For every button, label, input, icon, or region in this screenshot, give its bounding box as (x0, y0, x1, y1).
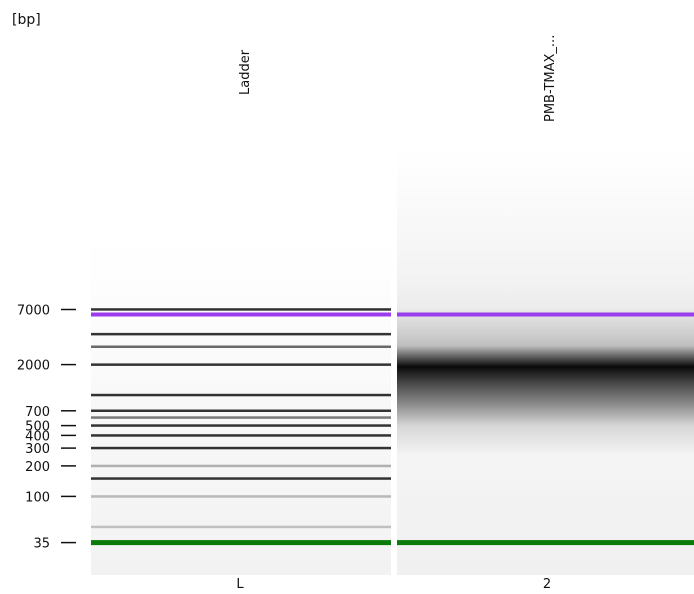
y-tick-label: 35 (33, 537, 50, 552)
y-tick-label: 500 (25, 420, 50, 435)
y-tick-label: 300 (25, 442, 50, 457)
y-tick-label: 700 (25, 405, 50, 420)
ladder-band (91, 332, 391, 336)
lower-marker-band (91, 540, 391, 546)
y-tick-label: 100 (25, 490, 50, 505)
ladder-band (91, 363, 391, 366)
sample-lane (397, 150, 694, 575)
ladder-band (91, 434, 391, 437)
ladder-lane (91, 235, 391, 575)
ladder-band (91, 345, 391, 348)
ladder-band (91, 477, 391, 480)
ladder-band (91, 393, 391, 397)
y-tick-label: 400 (25, 429, 50, 444)
ladder-band (91, 464, 391, 468)
y-tick-label: 7000 (17, 304, 50, 319)
ladder-band (91, 416, 391, 419)
ladder-band (91, 308, 391, 311)
lower-marker-band (397, 540, 694, 546)
ladder-band (91, 409, 391, 412)
ladder-band (91, 525, 391, 529)
lane-number-sample: 2 (542, 577, 552, 592)
ladder-band (91, 495, 391, 498)
upper-marker-band (91, 312, 391, 317)
lane-number-ladder: L (236, 577, 244, 592)
y-tick-label: 2000 (17, 359, 50, 374)
y-tick-label: 200 (25, 460, 50, 475)
upper-marker-band (397, 312, 694, 317)
ladder-band (91, 446, 391, 450)
y-axis-unit-label: [bp] (12, 12, 41, 28)
ladder-band (91, 424, 391, 427)
